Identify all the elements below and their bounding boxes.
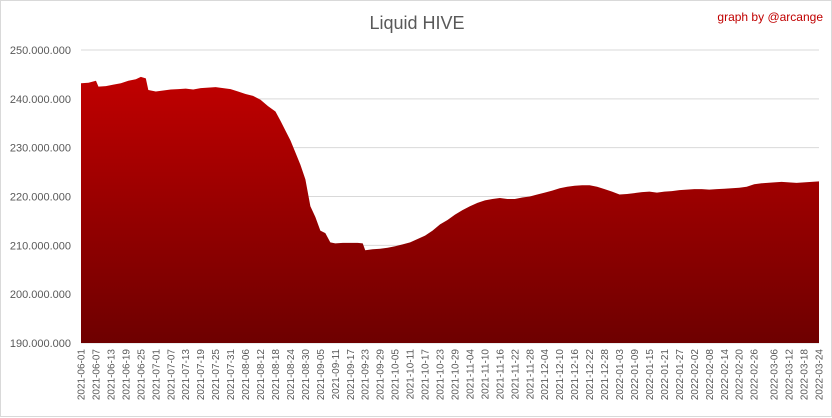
series-area (81, 76, 819, 344)
x-tick-label: 2022-02-20 (735, 349, 746, 401)
x-tick-label: 2021-11-22 (510, 349, 521, 400)
x-tick-label: 2021-10-29 (450, 349, 461, 401)
x-tick-label: 2021-08-24 (286, 349, 297, 401)
x-tick-label: 2022-02-02 (690, 349, 701, 401)
x-tick-label: 2021-09-29 (376, 349, 387, 401)
x-axis: 2021-06-01 2021-06-07 2021-06-13 2021-06-19… (77, 349, 826, 401)
chart-title: Liquid HIVE (369, 13, 464, 33)
y-tick-label: 190.000.000 (10, 338, 71, 350)
x-tick-label: 2021-06-13 (106, 349, 117, 401)
x-tick-label: 2021-12-16 (570, 349, 581, 401)
x-tick-label: 2021-07-13 (181, 349, 192, 401)
y-tick-label: 210.000.000 (10, 240, 71, 252)
x-tick-label: 2021-08-18 (271, 349, 282, 401)
x-tick-label: 2021-06-07 (91, 349, 102, 401)
x-tick-label: 2021-06-01 (77, 349, 88, 401)
x-tick-label: 2021-09-17 (346, 349, 357, 401)
x-tick-label: 2021-07-31 (226, 349, 237, 401)
y-tick-label: 200.000.000 (10, 289, 71, 301)
y-tick-label: 230.000.000 (10, 143, 71, 155)
x-tick-label: 2021-08-12 (256, 349, 267, 401)
x-tick-label: 2021-08-06 (241, 349, 252, 401)
x-tick-label: 2021-10-17 (421, 349, 432, 401)
x-tick-label: 2022-03-06 (770, 349, 781, 401)
x-tick-label: 2021-09-11 (331, 349, 342, 400)
x-tick-label: 2022-03-12 (785, 349, 796, 401)
x-tick-label: 2021-09-05 (316, 349, 327, 401)
y-tick-label: 250.000.000 (10, 45, 71, 57)
chart-annotation: graph by @arcange (717, 10, 823, 24)
x-tick-label: 2021-10-23 (436, 349, 447, 401)
y-tick-label: 240.000.000 (10, 94, 71, 106)
x-tick-label: 2021-06-19 (121, 349, 132, 401)
x-tick-label: 2022-01-21 (660, 349, 671, 401)
x-tick-label: 2022-02-14 (720, 349, 731, 401)
x-tick-label: 2021-09-23 (361, 349, 372, 401)
x-tick-label: 2021-11-04 (465, 349, 476, 400)
x-tick-label: 2021-07-25 (211, 349, 222, 401)
x-tick-label: 2022-03-18 (800, 349, 811, 401)
x-tick-label: 2021-07-07 (166, 349, 177, 401)
x-tick-label: 2022-01-27 (675, 349, 686, 401)
x-tick-label: 2022-02-26 (750, 349, 761, 401)
x-tick-label: 2022-01-03 (615, 349, 626, 401)
x-tick-label: 2021-11-10 (480, 349, 491, 400)
x-tick-label: 2021-11-28 (525, 349, 536, 400)
x-tick-label: 2021-12-28 (600, 349, 611, 401)
x-tick-label: 2022-02-08 (705, 349, 716, 401)
x-tick-label: 2021-12-22 (585, 349, 596, 401)
x-tick-label: 2021-07-19 (196, 349, 207, 401)
x-tick-label: 2021-12-04 (540, 349, 551, 401)
y-axis: 190.000.000 200.000.000 210.000.000 220.000… (10, 45, 71, 350)
x-tick-label: 2022-01-15 (645, 349, 656, 401)
x-tick-label: 2021-12-10 (555, 349, 566, 401)
x-tick-label: 2021-10-05 (391, 349, 402, 401)
y-tick-label: 220.000.000 (10, 192, 71, 204)
x-tick-label: 2021-06-25 (136, 349, 147, 401)
series-area-layer (81, 76, 819, 344)
x-tick-label: 2022-01-09 (630, 349, 641, 401)
x-tick-label: 2021-10-11 (406, 349, 417, 400)
x-tick-label: 2021-11-16 (495, 349, 506, 400)
x-tick-label: 2021-08-30 (301, 349, 312, 401)
x-tick-label: 2021-07-01 (151, 349, 162, 401)
x-tick-label: 2022-03-24 (815, 349, 826, 401)
